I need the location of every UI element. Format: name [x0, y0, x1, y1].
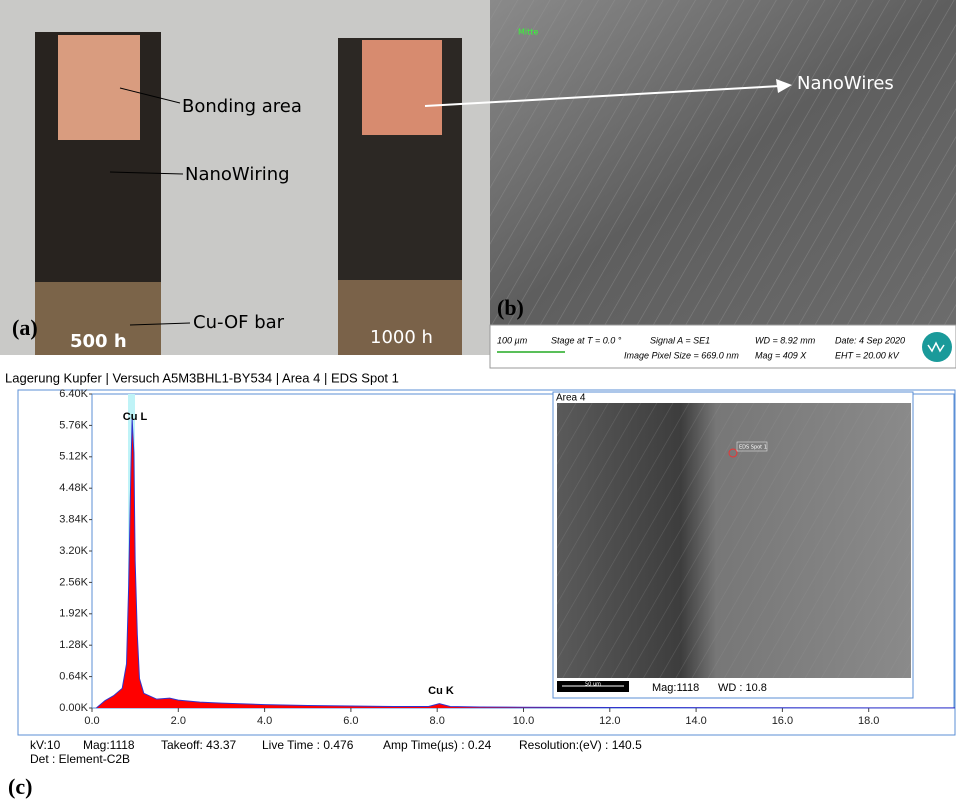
figure: Bonding area NanoWiring Cu-OF bar (a) 50…: [0, 0, 956, 801]
info: Signal A = SE1: [650, 335, 710, 345]
y-tick-label: 0.64K: [59, 671, 88, 683]
inset-texture: [557, 403, 911, 678]
footer: Mag:1118: [83, 738, 135, 752]
annotation: NanoWires: [797, 73, 894, 94]
sample-label: 500 h: [70, 331, 127, 352]
panel-label: (c): [8, 774, 32, 799]
y-tick-label: 5.12K: [59, 451, 88, 463]
info: EHT = 20.00 kV: [835, 350, 900, 360]
x-tick-label: 8.0: [430, 715, 445, 727]
x-tick-label: 18.0: [858, 715, 879, 727]
x-tick-label: 12.0: [599, 715, 620, 727]
x-tick-label: 4.0: [257, 715, 272, 727]
y-tick-label: 5.76K: [59, 419, 88, 431]
panel-label: (a): [12, 315, 38, 340]
inset-title: Area 4: [556, 393, 586, 404]
sample-label: 1000 h: [370, 327, 433, 348]
info: Date: 4 Sep 2020: [835, 335, 905, 345]
y-tick-label: 2.56K: [59, 576, 88, 588]
peak-label: Cu L: [123, 411, 148, 423]
spot-label: EDS Spot 1: [739, 445, 767, 451]
annotation: NanoWiring: [185, 164, 290, 185]
info: 100 µm: [497, 335, 528, 345]
info: Mag = 409 X: [755, 350, 807, 360]
footer: Resolution:(eV) : 140.5: [519, 738, 642, 752]
info-bar: [490, 325, 956, 368]
peak-label: Cu K: [428, 685, 454, 697]
footer: Amp Time(µs) : 0.24: [383, 738, 492, 752]
inset-info: WD : 10.8: [718, 682, 767, 694]
x-tick-label: 0.0: [84, 715, 99, 727]
bonding-pad: [362, 40, 442, 135]
scale-label: 50 um: [585, 682, 601, 688]
info: Stage at T = 0.0 °: [551, 335, 622, 345]
x-tick-label: 6.0: [343, 715, 358, 727]
marker: Mitte: [518, 28, 538, 37]
y-tick-label: 0.00K: [59, 702, 88, 714]
panel-c: Lagerung Kupfer | Versuch A5M3BHL1-BY534…: [5, 370, 955, 799]
bonding-pad: [58, 35, 140, 140]
panel-label: (b): [497, 295, 524, 320]
annotation: Cu-OF bar: [193, 312, 285, 333]
x-tick-label: 10.0: [513, 715, 534, 727]
page: {"panel_a":{"label":"(a)","annotations":…: [0, 0, 956, 801]
info: Image Pixel Size = 669.0 nm: [624, 350, 739, 360]
panel-b: Mitte NanoWires (b) 100 µm Stage at T = …: [425, 0, 956, 368]
y-tick-label: 1.92K: [59, 608, 88, 620]
panel-a: Bonding area NanoWiring Cu-OF bar (a) 50…: [0, 0, 490, 355]
y-tick-label: 3.20K: [59, 545, 88, 557]
y-tick-label: 4.48K: [59, 482, 88, 494]
y-tick-label: 6.40K: [59, 388, 88, 400]
inset-info: Mag:1118: [652, 682, 699, 694]
y-tick-label: 1.28K: [59, 639, 88, 651]
header: Lagerung Kupfer | Versuch A5M3BHL1-BY534…: [5, 370, 399, 385]
footer: Takeoff: 43.37: [161, 738, 236, 752]
x-tick-label: 2.0: [171, 715, 186, 727]
x-tick-label: 16.0: [772, 715, 793, 727]
footer: Det : Element-C2B: [30, 752, 130, 766]
y-tick-label: 3.84K: [59, 514, 88, 526]
footer: Live Time : 0.476: [262, 738, 354, 752]
sem-texture: [490, 0, 956, 325]
logo: [922, 332, 952, 362]
annotation: Bonding area: [182, 96, 302, 117]
info: WD = 8.92 mm: [755, 335, 816, 345]
x-tick-label: 14.0: [685, 715, 706, 727]
footer: kV:10: [30, 738, 61, 752]
